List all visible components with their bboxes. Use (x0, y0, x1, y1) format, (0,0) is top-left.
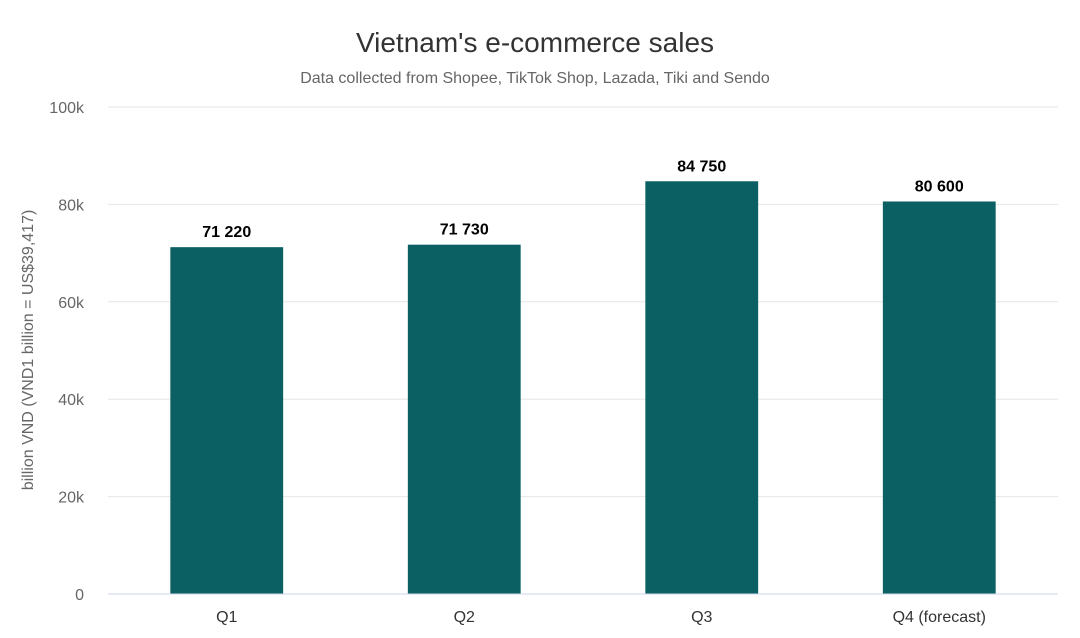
x-tick-label: Q2 (454, 609, 475, 626)
chart-title: Vietnam's e-commerce sales (356, 27, 714, 58)
x-axis-ticks: Q1 Q2 Q3 Q4 (forecast) (216, 609, 986, 626)
y-tick-label: 80k (58, 197, 85, 214)
y-tick-label: 40k (58, 392, 85, 409)
data-label: 71 730 (440, 222, 489, 239)
y-tick-label: 0 (75, 587, 84, 604)
data-label: 71 220 (202, 224, 251, 241)
y-axis-label: billion VND (VND1 billion = US$39,417) (20, 210, 37, 491)
data-label: 80 600 (915, 178, 964, 195)
bar (882, 201, 996, 594)
bars (170, 181, 996, 594)
chart-subtitle: Data collected from Shopee, TikTok Shop,… (300, 70, 770, 87)
x-tick-label: Q3 (691, 609, 712, 626)
bar (645, 181, 759, 594)
y-tick-label: 20k (58, 490, 85, 507)
y-axis-ticks: 0 20k 40k 60k 80k 100k (49, 100, 85, 604)
y-tick-label: 100k (49, 100, 85, 117)
data-label: 84 750 (677, 158, 726, 175)
x-tick-label: Q4 (forecast) (893, 609, 986, 626)
bar (170, 247, 284, 594)
y-tick-label: 60k (58, 295, 85, 312)
data-labels: 71 220 71 730 84 750 80 600 (202, 158, 964, 241)
bar (407, 244, 521, 594)
x-tick-label: Q1 (216, 609, 237, 626)
